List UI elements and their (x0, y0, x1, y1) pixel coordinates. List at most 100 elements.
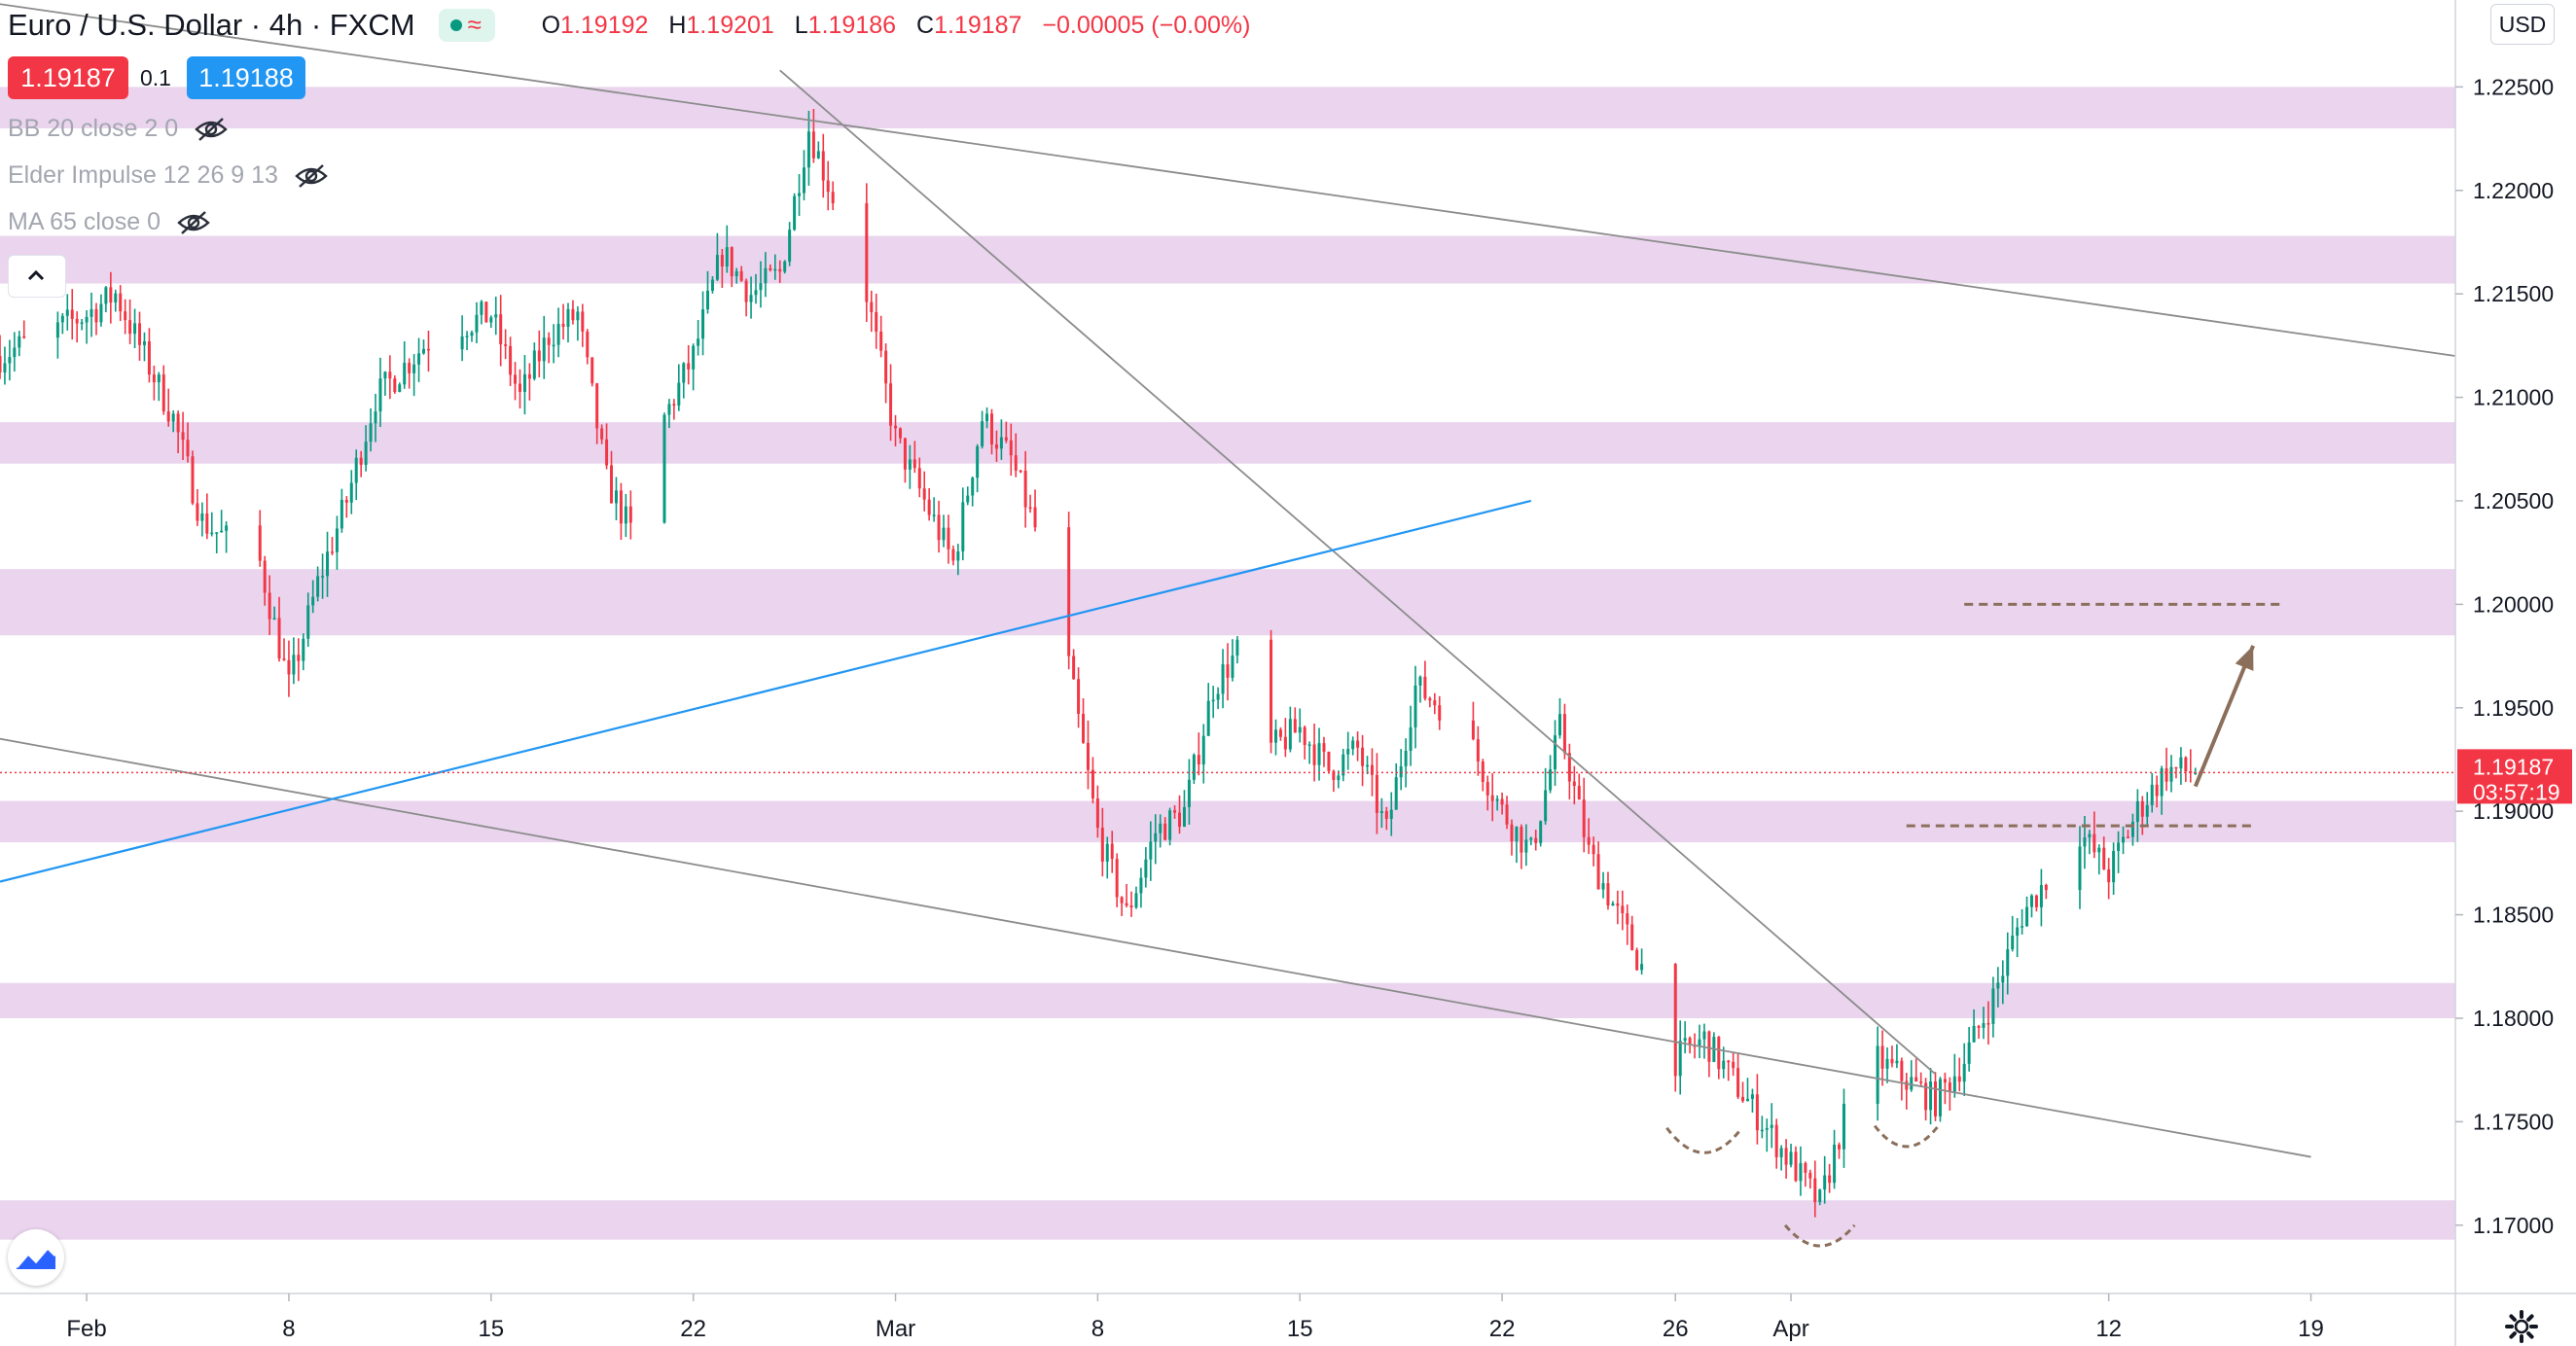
candle-body (1418, 676, 1422, 686)
high-value: 1.19201 (686, 11, 774, 39)
candle-body (1187, 779, 1191, 807)
candle-body (412, 364, 416, 373)
indicator-ma[interactable]: MA 65 close 0 (8, 208, 211, 236)
candle-body (624, 506, 627, 524)
candle-body (2097, 847, 2101, 853)
candle-body (1717, 1037, 1721, 1070)
gray-trendline[interactable] (0, 737, 2311, 1158)
candle-body (1288, 719, 1292, 750)
candle-body (1539, 821, 1543, 843)
price-tick-label: 1.22500 (2473, 74, 2554, 99)
candle-body (788, 230, 792, 262)
candle-body (547, 337, 551, 345)
candle-body (811, 131, 815, 159)
candle-body (917, 468, 921, 489)
currency-button[interactable]: USD (2490, 4, 2555, 45)
candle-body (1779, 1148, 1783, 1157)
candle-body (2093, 833, 2096, 853)
pattern-arc[interactable] (1873, 1124, 1940, 1149)
candle-body (1818, 1189, 1822, 1203)
candle-body (147, 341, 151, 375)
close-value: 1.19187 (934, 11, 1022, 39)
time-tick-label: 22 (1489, 1316, 1516, 1342)
candle-body (89, 308, 93, 317)
candle-body (816, 151, 820, 159)
current-price-label-box (2457, 749, 2572, 804)
candle-body (1640, 964, 1644, 971)
candle-body (1982, 1022, 1986, 1028)
pattern-arc[interactable] (1665, 1126, 1743, 1154)
candle-body (166, 410, 170, 422)
candle-body (1293, 719, 1297, 733)
candle-body (894, 425, 898, 429)
candle-body (1471, 720, 1475, 740)
pattern-arc[interactable] (1783, 1223, 1856, 1248)
candle-body (2083, 837, 2087, 847)
symbol-title[interactable]: Euro / U.S. Dollar · 4h · FXCM (8, 8, 415, 42)
candle-body (65, 309, 69, 316)
candle-body (1067, 527, 1071, 656)
candle-body (1023, 470, 1027, 508)
candle-body (2112, 850, 2116, 883)
candle-body (999, 437, 1003, 449)
arrow-shaft[interactable] (2193, 645, 2255, 788)
collapse-indicators-button[interactable] (8, 255, 66, 298)
tradingview-logo-icon[interactable] (8, 1229, 64, 1286)
market-status-icon[interactable]: ≈ (438, 9, 495, 42)
candle-body (1312, 744, 1316, 765)
gear-icon[interactable] (2504, 1309, 2539, 1344)
candle-body (600, 428, 604, 440)
drawing-annotations[interactable] (0, 602, 2455, 1248)
candle-body (1004, 437, 1008, 441)
candle-body (1948, 1082, 1951, 1092)
low-value: 1.19186 (807, 11, 897, 39)
eye-crossed-icon[interactable] (294, 162, 329, 190)
candle-body (2016, 927, 2020, 937)
candle-body (1278, 729, 1282, 737)
eye-crossed-icon[interactable] (176, 209, 211, 236)
gray-trendline[interactable] (0, 3, 2456, 357)
candle-body (1028, 507, 1032, 510)
candle-body (715, 255, 719, 280)
candle-body (2179, 757, 2183, 769)
drawn-trendlines[interactable] (0, 3, 2456, 1158)
candle-body (2107, 868, 2111, 883)
candle-body (769, 267, 772, 270)
eye-crossed-icon[interactable] (194, 116, 229, 143)
candle-body (268, 592, 271, 620)
candle-body (692, 345, 696, 370)
candle-body (1298, 726, 1302, 733)
gray-trendline[interactable] (779, 69, 1937, 1076)
candle-body (109, 287, 113, 303)
candle-body (119, 293, 123, 312)
buy-button[interactable]: 1.19188 (187, 56, 305, 99)
candle-body (1799, 1162, 1803, 1182)
candle-body (2150, 784, 2154, 805)
candle-body (403, 363, 407, 385)
ohlc-values: O1.19192 H1.19201 L1.19186 C1.19187 −0.0… (542, 12, 1265, 40)
candle-body (1182, 806, 1186, 827)
candle-body (1621, 905, 1625, 914)
sell-button[interactable]: 1.19187 (8, 56, 128, 99)
candle-body (2145, 804, 2149, 817)
candle-body (75, 318, 79, 324)
indicator-elder-impulse[interactable]: Elder Impulse 12 26 9 13 (8, 161, 329, 190)
candle-body (1129, 905, 1133, 907)
time-tick-label: Mar (876, 1316, 915, 1342)
indicator-bb[interactable]: BB 20 close 2 0 (8, 115, 229, 143)
candle-body (1510, 824, 1514, 842)
candle-body (2169, 766, 2173, 782)
candle-body (2155, 784, 2159, 797)
candle-body (875, 311, 878, 332)
blue-trendline[interactable] (0, 499, 1532, 883)
candle-body (1910, 1077, 1914, 1090)
arrow-head[interactable] (2235, 645, 2254, 671)
candle-body (302, 638, 305, 661)
candle-body (730, 247, 733, 277)
candle-body (1303, 726, 1306, 745)
candle-body (865, 203, 869, 302)
spread-value: 0.1 (140, 65, 171, 90)
candle-body (1159, 823, 1163, 833)
